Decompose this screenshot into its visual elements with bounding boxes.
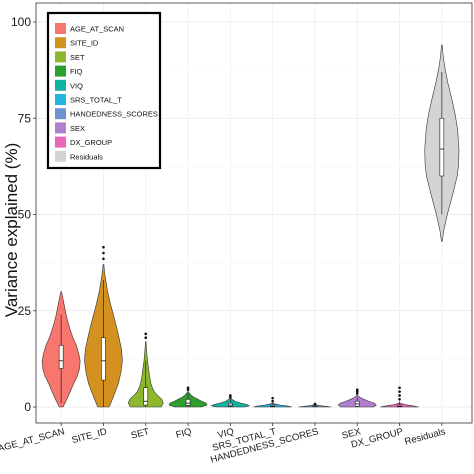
violin-handedness-scores [298,402,332,408]
violin-dx-group [380,386,419,408]
y-tick-label: 25 [18,304,32,318]
y-axis: 0 25 50 75 100 [11,15,36,414]
legend-item: SEX [55,122,85,134]
legend-label: Residuals [70,152,103,161]
legend-label: HANDEDNESS_SCORES [70,110,158,119]
legend-item: SET [55,51,85,63]
outlier-point [229,396,232,399]
x-tick-label: SET [130,426,151,441]
legend-swatch [55,23,66,34]
violin-box [101,337,106,381]
legend-swatch [55,136,66,148]
legend-item: SITE_ID [55,37,99,49]
legend-item: HANDEDNESS_SCORES [55,108,158,120]
y-tick-label: 100 [11,15,31,29]
legend-label: SET [70,53,85,62]
plot-panel-border [35,2,473,424]
violin-sex [337,388,377,408]
outlier-point [102,245,105,249]
violin-residuals [424,44,460,242]
violin-viq [211,394,250,408]
violin-site-id [84,245,123,408]
violin-box [439,117,445,177]
violin-srs-total-t [253,396,292,408]
outlier-point [229,394,232,397]
y-tick-label: 75 [18,111,32,125]
x-tick-label: VIQ [216,426,235,441]
outlier-point [398,390,401,393]
legend-item: AGE_AT_SCAN [55,23,124,34]
legend-swatch [55,37,66,49]
legend-label: VIQ [70,81,83,90]
legend-label: FIQ [70,67,83,76]
violins [41,44,460,408]
outlier-point [102,251,105,255]
x-axis: AGE_AT_SCAN SITE_ID SET FIQ VIQSRS_TOTAL_THA… [0,423,447,466]
outlier-point [102,257,105,261]
outlier-point [186,388,190,391]
legend-label: SEX [70,124,85,133]
violin-age-at-scan [41,291,81,408]
outlier-point [144,332,148,336]
legend-label: DX_GROUP [70,138,112,147]
outlier-point [398,394,401,397]
violin-box [185,398,191,406]
outlier-point [313,402,317,406]
violin-box [143,387,149,406]
outlier-point [355,388,359,391]
legend-item: VIQ [55,79,83,91]
legend-swatch [55,108,66,120]
outlier-point [398,386,401,390]
legend-swatch [55,150,66,162]
legend-label: SRS_TOTAL_T [70,96,122,105]
outlier-point [186,386,190,390]
outlier-point [398,398,401,401]
legend-item: Residuals [55,150,103,162]
x-tick-label: FIQ [175,426,193,441]
legend-label: SITE_ID [70,39,99,48]
outlier-point [271,396,274,400]
x-tick-label: AGE_AT_SCAN [0,426,66,454]
y-axis-title: Variance explained (%) [2,143,21,318]
legend-item: FIQ [55,65,83,77]
legend-swatch [55,79,66,91]
x-tick-label: SEX [341,426,363,442]
x-tick-label: Residuals [403,426,446,447]
legend-swatch [55,51,66,63]
violin-box [58,345,64,369]
y-tick-label: 50 [18,208,32,222]
legend-swatch [55,65,66,77]
outlier-point [355,390,359,393]
x-tick-label: SITE_ID [71,426,109,446]
violin-fiq [168,386,208,408]
outlier-point [271,399,274,403]
outlier-point [355,392,359,395]
legend: AGE_AT_SCAN SITE_ID SET FIQ VIQ SRS_TOTAL_T HA… [46,11,162,170]
legend-item: DX_GROUP [55,136,112,148]
legend-label: AGE_AT_SCAN [70,25,124,34]
legend-box [46,11,162,170]
legend-swatch [55,94,66,105]
legend-swatch [55,122,66,134]
outlier-point [144,336,148,340]
legend-item: SRS_TOTAL_T [55,94,122,105]
y-tick-label: 0 [24,400,31,414]
violin-set [127,332,164,408]
